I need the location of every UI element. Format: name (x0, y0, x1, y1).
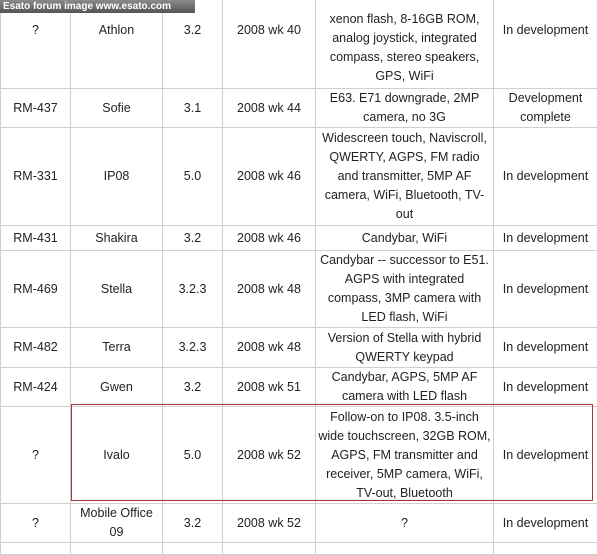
features: Version of Stella with hybrid QWERTY key… (316, 328, 494, 368)
watermark-banner: Esato forum image www.esato.com (0, 0, 195, 13)
model-code: ? (1, 407, 71, 504)
features: Candybar, WiFi (316, 226, 494, 251)
status: In development (494, 0, 597, 89)
release-date: 2008 wk 46 (223, 128, 316, 226)
release-date: 2008 wk 48 (223, 328, 316, 368)
empty-cell (71, 543, 163, 555)
model-code: RM-431 (1, 226, 71, 251)
codename: Mobile Office 09 (71, 504, 163, 543)
release-date: 2008 wk 48 (223, 251, 316, 328)
features: ? (316, 504, 494, 543)
codename: Shakira (71, 226, 163, 251)
status: In development (494, 368, 597, 407)
release-date: 2008 wk 51 (223, 368, 316, 407)
model-code: RM-424 (1, 368, 71, 407)
release-date: 2008 wk 52 (223, 407, 316, 504)
platform-version: 3.2 (163, 226, 223, 251)
platform-version: 5.0 (163, 128, 223, 226)
status: In development (494, 328, 597, 368)
model-code: RM-437 (1, 89, 71, 128)
model-code: RM-331 (1, 128, 71, 226)
empty-cell (163, 543, 223, 555)
codename: Gwen (71, 368, 163, 407)
release-date: 2008 wk 52 (223, 504, 316, 543)
features: Follow-on to IP08. 3.5-inch wide touchsc… (316, 407, 494, 504)
status: In development (494, 226, 597, 251)
codename: Athlon (71, 0, 163, 89)
status: In development (494, 504, 597, 543)
release-date: 2008 wk 40 (223, 0, 316, 89)
empty-cell (494, 543, 597, 555)
features: E63. E71 downgrade, 2MP camera, no 3G (316, 89, 494, 128)
features: Candybar, AGPS, 5MP AF camera with LED f… (316, 368, 494, 407)
status: In development (494, 251, 597, 328)
platform-version: 3.2 (163, 0, 223, 89)
codename: Stella (71, 251, 163, 328)
release-date: 2008 wk 46 (223, 226, 316, 251)
table-row (1, 543, 597, 555)
model-code: RM-469 (1, 251, 71, 328)
model-code: ? (1, 0, 71, 89)
platform-version: 3.2 (163, 368, 223, 407)
status: In development (494, 407, 597, 504)
features: Widescreen touch, Naviscroll, QWERTY, AG… (316, 128, 494, 226)
platform-version: 3.1 (163, 89, 223, 128)
status: In development (494, 128, 597, 226)
page: {"banner": "Esato forum image www.esato.… (0, 0, 597, 542)
status: Development complete (494, 89, 597, 128)
codename: Ivalo (71, 407, 163, 504)
codename: Sofie (71, 89, 163, 128)
release-date: 2008 wk 44 (223, 89, 316, 128)
platform-version: 3.2.3 (163, 251, 223, 328)
features: Candybar -- successor to E51. AGPS with … (316, 251, 494, 328)
platform-version: 3.2 (163, 504, 223, 543)
empty-cell (223, 543, 316, 555)
features: xenon flash, 8-16GB ROM, analog joystick… (316, 0, 494, 89)
platform-version: 5.0 (163, 407, 223, 504)
codename: Terra (71, 328, 163, 368)
codename: IP08 (71, 128, 163, 226)
platform-version: 3.2.3 (163, 328, 223, 368)
model-code: RM-482 (1, 328, 71, 368)
empty-cell (1, 543, 71, 555)
model-code: ? (1, 504, 71, 543)
empty-cell (316, 543, 494, 555)
